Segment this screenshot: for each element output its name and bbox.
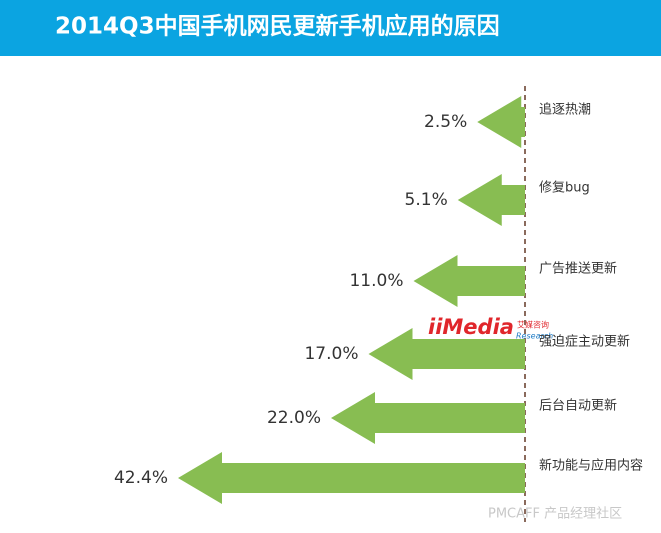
value-label: 17.0% xyxy=(304,344,358,364)
watermark-logo: iiMedia xyxy=(428,315,514,339)
arrow-bar xyxy=(368,328,525,380)
watermark-logo-sub: Research xyxy=(516,332,553,341)
category-label: 广告推送更新 xyxy=(539,261,617,277)
category-label: 新功能与应用内容 xyxy=(539,458,643,474)
value-label: 2.5% xyxy=(424,112,467,132)
category-label: 强迫症主动更新 xyxy=(539,334,630,350)
watermark-logo-cn: 艾媒咨询 xyxy=(517,320,549,330)
header-bar xyxy=(0,0,661,56)
value-label: 42.4% xyxy=(114,468,168,488)
watermark: iiMedia 艾媒咨询 Research PMCAFF 产品经理社区 xyxy=(428,315,622,522)
chart-title: 2014Q3中国手机网民更新手机应用的原因 xyxy=(55,13,500,40)
category-label: 追逐热潮 xyxy=(539,102,591,118)
arrow-bar xyxy=(477,96,525,148)
arrow-bar xyxy=(413,255,525,307)
category-label: 修复bug xyxy=(539,181,590,196)
arrow-bar xyxy=(457,174,525,226)
value-label: 11.0% xyxy=(349,271,403,291)
arrow-bar xyxy=(331,392,525,444)
value-label: 22.0% xyxy=(267,408,321,428)
arrow-bar xyxy=(178,452,525,504)
value-label: 5.1% xyxy=(405,190,448,210)
category-label: 后台自动更新 xyxy=(539,398,617,414)
watermark-text: PMCAFF 产品经理社区 xyxy=(488,506,622,522)
